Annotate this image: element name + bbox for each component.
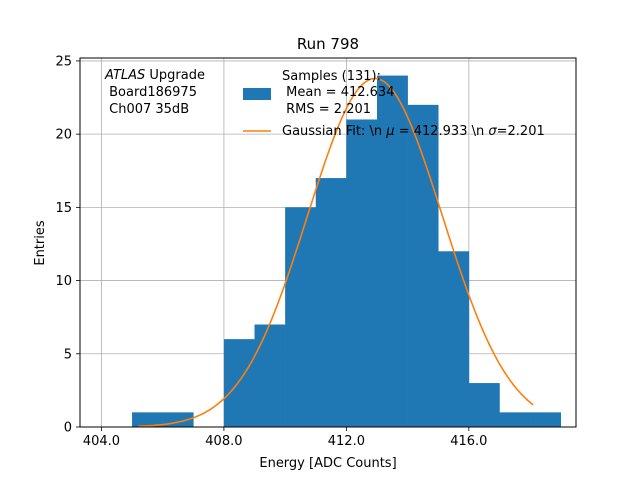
y-tick-label: 10 bbox=[55, 274, 72, 289]
legend-hist-line-3: RMS = 2.201 bbox=[282, 102, 371, 117]
histogram-bar bbox=[499, 412, 531, 427]
histogram-bar bbox=[346, 119, 378, 427]
histogram-bar bbox=[285, 207, 317, 427]
y-tick-label: 5 bbox=[64, 347, 72, 362]
y-axis-label: Entries bbox=[33, 220, 48, 266]
legend-fit-label: Gaussian Fit: \n μ = 412.933 \n σ=2.201 bbox=[282, 124, 545, 139]
histogram-bar bbox=[254, 324, 286, 427]
y-tick-label: 20 bbox=[55, 128, 72, 143]
legend-fit-mu: μ bbox=[385, 124, 394, 139]
histogram-bar bbox=[315, 178, 347, 427]
gaussian-fit bbox=[138, 77, 534, 428]
annotation-rest: Upgrade bbox=[145, 68, 205, 83]
legend-fit-part-1: Gaussian Fit: \n bbox=[282, 124, 386, 139]
axis-ticks: 404.0 408.0 412.0 416.0 0 5 10 15 20 25 bbox=[55, 54, 487, 449]
histogram-bar bbox=[376, 75, 408, 428]
histogram-bar bbox=[438, 251, 470, 427]
legend-fit-sigma: σ bbox=[488, 124, 497, 139]
x-tick-label: 408.0 bbox=[205, 434, 242, 449]
annotation-line-2: Board186975 bbox=[105, 85, 197, 100]
histogram-bar bbox=[132, 412, 163, 427]
legend-fit-part-2: = 412.933 \n bbox=[395, 124, 489, 139]
annotation-line-1: ATLAS Upgrade bbox=[104, 68, 205, 83]
annotation-italic: ATLAS bbox=[104, 68, 145, 83]
atlas-annotation: ATLAS Upgrade Board186975 Ch007 35dB bbox=[104, 68, 205, 117]
gaussian-fit-curve bbox=[138, 77, 534, 428]
histogram-bar bbox=[468, 383, 500, 427]
legend-hist-line-1: Samples (131): bbox=[282, 69, 381, 84]
chart-title: Run 798 bbox=[297, 35, 359, 53]
annotation-line-3: Ch007 35dB bbox=[105, 102, 189, 117]
x-tick-label: 404.0 bbox=[83, 434, 120, 449]
histogram-bar bbox=[407, 104, 439, 427]
legend-hist-line-2: Mean = 412.634 bbox=[282, 85, 394, 100]
histogram-bar bbox=[223, 339, 255, 427]
legend-fit-part-3: =2.201 bbox=[497, 124, 545, 139]
y-tick-label: 0 bbox=[64, 421, 72, 436]
legend: Samples (131): Mean = 412.634 RMS = 2.20… bbox=[243, 69, 545, 139]
y-tick-label: 25 bbox=[55, 54, 72, 69]
plot-frame bbox=[79, 57, 577, 428]
x-tick-label: 416.0 bbox=[450, 434, 487, 449]
legend-hist-swatch bbox=[243, 88, 271, 100]
x-tick-label: 412.0 bbox=[328, 434, 365, 449]
histogram-bar bbox=[530, 412, 561, 427]
y-tick-label: 15 bbox=[55, 201, 72, 216]
histogram-bars bbox=[132, 75, 561, 428]
x-axis-label: Energy [ADC Counts] bbox=[259, 456, 396, 471]
